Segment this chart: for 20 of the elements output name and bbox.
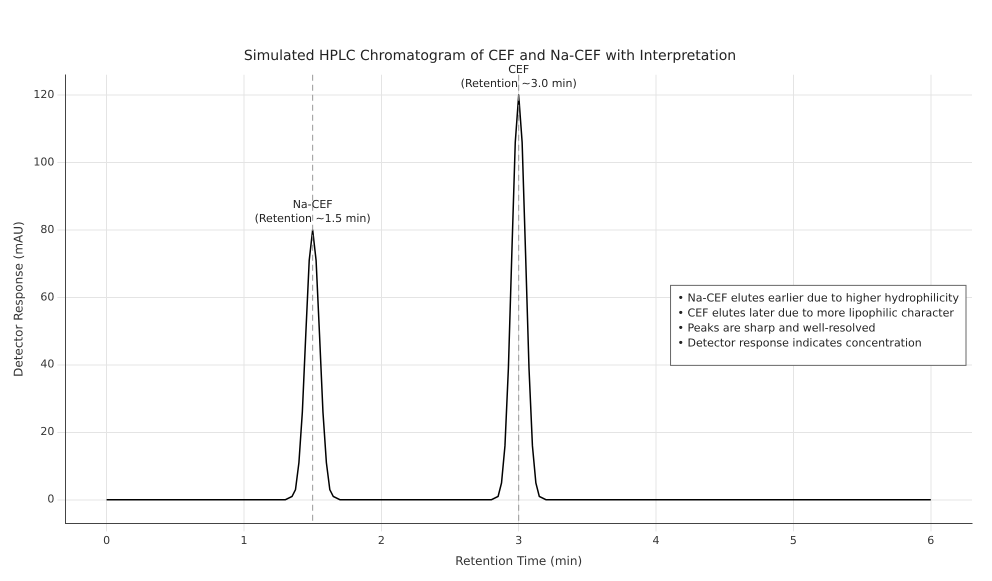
annotation: Na-CEF (Retention ~1.5 min) xyxy=(254,198,371,225)
annotation: CEF (Retention ~3.0 min) xyxy=(460,63,577,90)
y-tick-label: 0 xyxy=(47,492,54,506)
x-axis-title: Retention Time (min) xyxy=(455,554,582,568)
x-tick-label: 6 xyxy=(927,534,934,547)
x-tick-label: 3 xyxy=(515,534,522,547)
y-tick-label: 40 xyxy=(40,358,54,371)
y-tick-label: 100 xyxy=(33,155,54,168)
y-tick-label: 80 xyxy=(40,222,54,236)
y-tick-label: 20 xyxy=(40,425,54,438)
y-axis-title: Detector Response (mAU) xyxy=(11,221,26,377)
y-tick-label: 120 xyxy=(33,88,54,101)
y-tick-label: 60 xyxy=(40,290,54,304)
x-tick-label: 1 xyxy=(240,534,248,547)
x-tick-label: 5 xyxy=(790,534,797,547)
x-tick-label: 2 xyxy=(378,534,385,547)
annotation: • Na-CEF elutes earlier due to higher hydrophilicity • CEF elutes later due to more lipophilic character • Peaks are sharp and well-resolved • Detector response indicates concentration xyxy=(678,291,960,350)
x-tick-label: 4 xyxy=(652,534,660,547)
chart-title: Simulated HPLC Chromatogram of CEF and Na-CEF with Interpretation xyxy=(244,48,736,64)
x-tick-label: 0 xyxy=(103,534,110,547)
